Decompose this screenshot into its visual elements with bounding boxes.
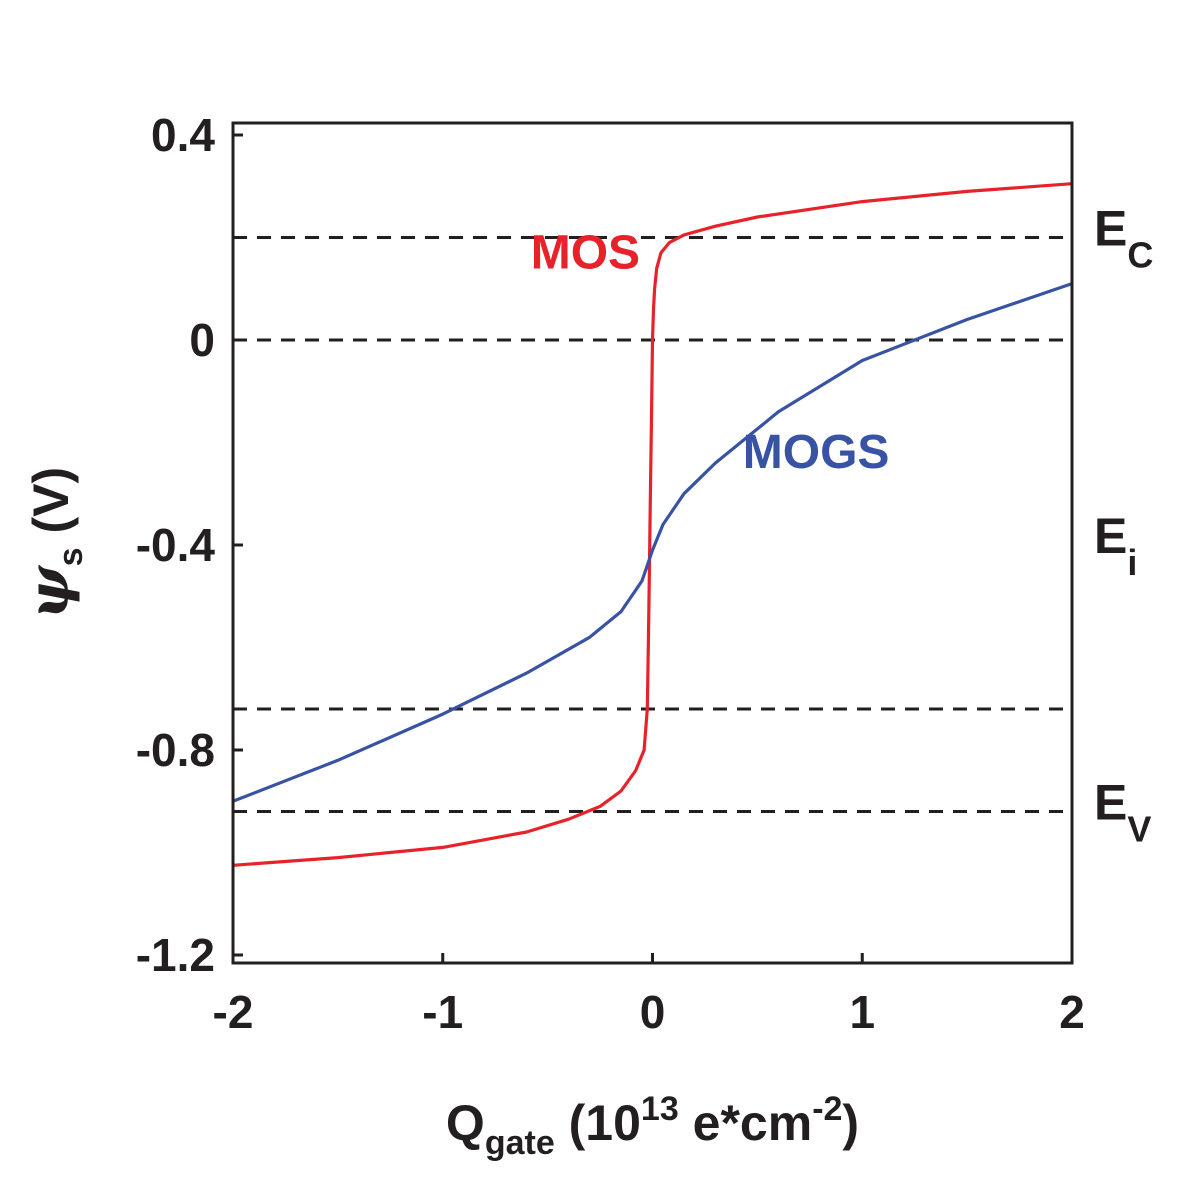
- y-axis-title: ψs (V): [16, 467, 90, 619]
- series-label-mos: MOS: [531, 226, 640, 279]
- y-tick-label: -0.4: [136, 519, 216, 571]
- x-tick-label: -2: [213, 986, 254, 1038]
- series-annotations: MOS MOGS: [531, 226, 890, 479]
- band-label-i: Ei: [1094, 508, 1137, 583]
- y-title-sub: s: [52, 547, 90, 566]
- y-title-rest: (V): [23, 467, 79, 548]
- y-tick-label: -1.2: [136, 929, 215, 981]
- y-tick-label: 0.4: [151, 109, 215, 161]
- x-title-exp: 13: [641, 1090, 679, 1128]
- x-title-main: Q: [446, 1095, 485, 1151]
- x-title-sub: gate: [485, 1124, 555, 1162]
- band-label-v: EV: [1094, 775, 1151, 850]
- x-title-mid: e*cm: [679, 1095, 812, 1151]
- series-lines: [232, 182, 1073, 867]
- series-line-mogs: [232, 282, 1073, 803]
- x-title-exp2: -2: [812, 1090, 842, 1128]
- y-title-symbol: ψ: [16, 564, 82, 619]
- x-tick-label: -1: [422, 986, 463, 1038]
- band-label-c: EC: [1094, 201, 1153, 276]
- axis-ticks: [231, 133, 1074, 963]
- tick-labels: -2 -1 0 1 2 0.4 0 -0.4 -0.8 -1.2: [136, 109, 1085, 1038]
- plot-frame: [231, 121, 1074, 965]
- x-axis-title: Qgate (1013 e*cm-2): [446, 1090, 859, 1162]
- x-tick-label: 1: [849, 986, 875, 1038]
- x-title-close: ): [842, 1095, 859, 1151]
- band-labels: EC EV Ei: [1094, 201, 1153, 850]
- x-tick-label: 0: [640, 986, 666, 1038]
- series-label-mogs: MOGS: [743, 426, 890, 479]
- y-tick-label: 0: [189, 314, 215, 366]
- x-tick-label: 2: [1059, 986, 1085, 1038]
- series-line-mos: [232, 182, 1073, 867]
- x-title-open: (10: [555, 1095, 641, 1151]
- y-tick-label: -0.8: [136, 724, 215, 776]
